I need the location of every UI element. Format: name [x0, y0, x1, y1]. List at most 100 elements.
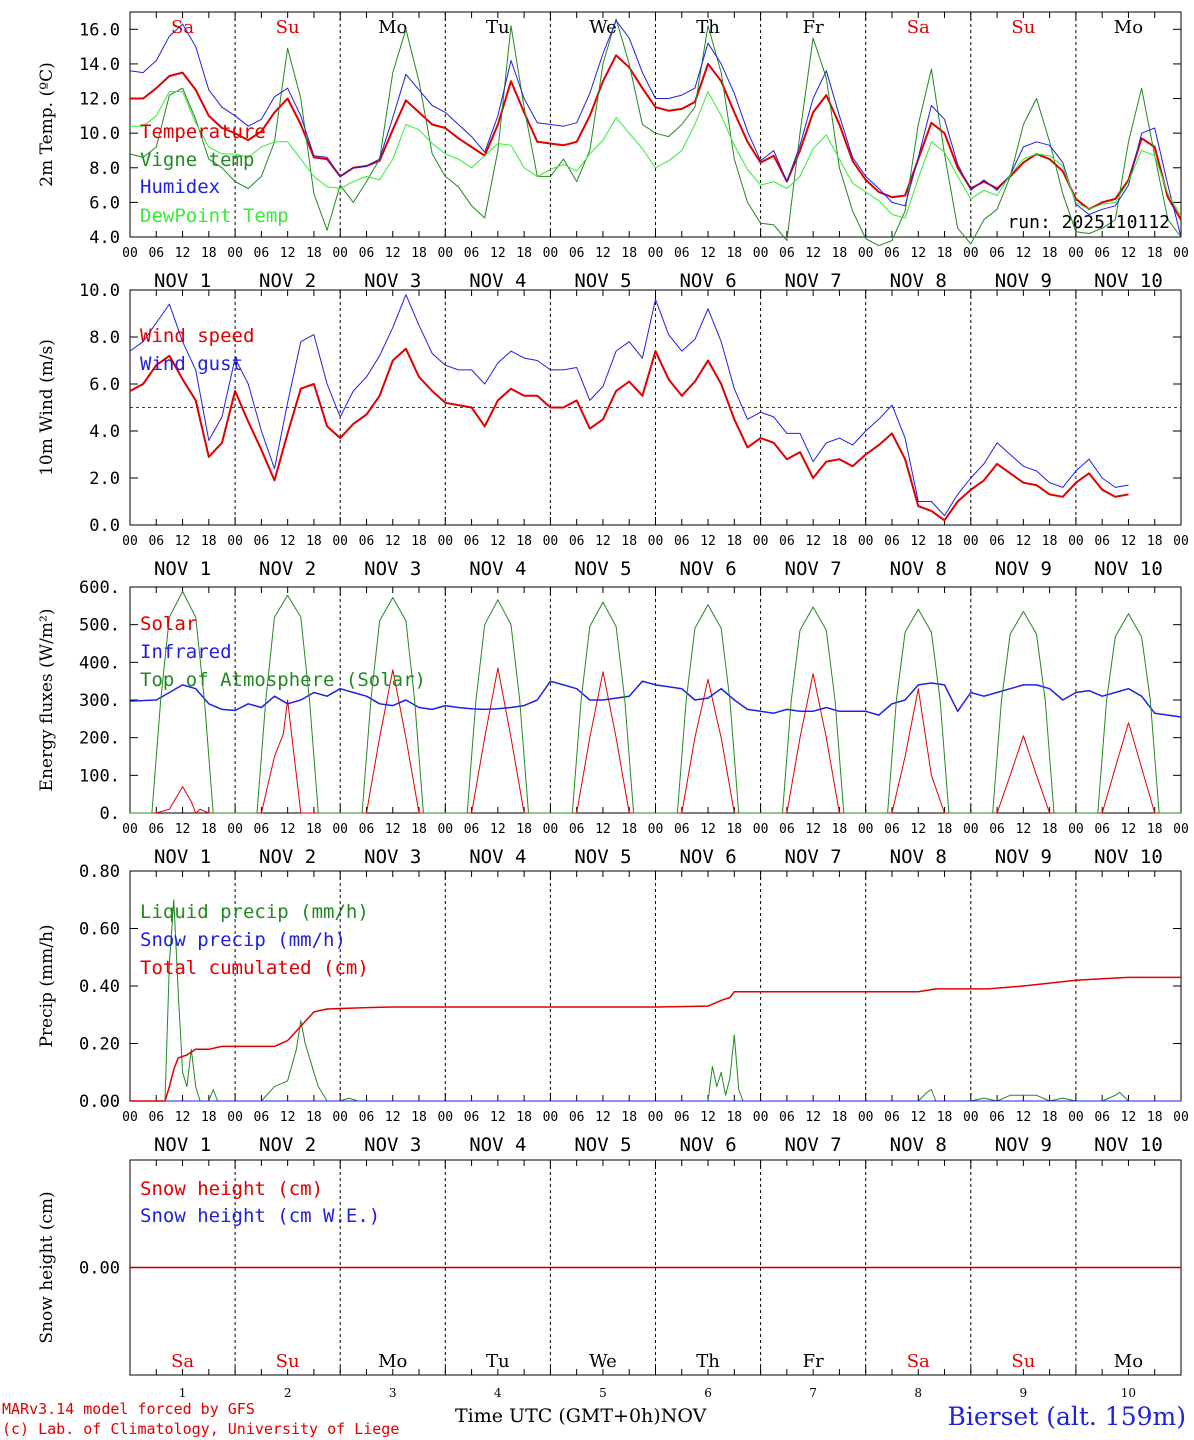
precip-hour-label: 00: [1173, 1110, 1189, 1125]
time-axis-month: NOV: [660, 1405, 707, 1427]
wind-day-label: NOV 9: [995, 558, 1052, 580]
wind-legend-entry: Wind gust: [140, 353, 243, 375]
energy-day-label: NOV 7: [785, 846, 842, 868]
precip-hour-label: 00: [963, 1110, 979, 1125]
wind-day-label: NOV 6: [679, 558, 736, 580]
wind-hour-label: 12: [280, 534, 296, 549]
energy-hour-label: 00: [753, 822, 769, 837]
precip-hour-label: 18: [726, 1110, 742, 1125]
temperature-weekday-label: Mo: [378, 17, 407, 38]
temperature-day-label: NOV 8: [890, 270, 947, 292]
temperature-y-tick-label: 16.0: [79, 20, 120, 40]
precip-legend-entry: Liquid precip (mm/h): [140, 901, 369, 923]
station-name: Bierset (alt. 159m): [947, 1402, 1186, 1431]
wind-hour-label: 00: [543, 534, 559, 549]
precip-y-tick-label: 0.80: [79, 862, 120, 882]
precip-series-total-cumulated-cm: [130, 976, 1181, 1102]
precip-hour-label: 18: [411, 1110, 427, 1125]
wind-hour-label: 00: [753, 534, 769, 549]
wind-hour-label: 18: [1147, 534, 1163, 549]
energy-hour-label: 00: [1173, 822, 1189, 837]
temperature-day-label: NOV 7: [785, 270, 842, 292]
snow-weekday-label: Mo: [1114, 1351, 1143, 1372]
temperature-weekday-label: We: [589, 17, 617, 38]
energy-series-top-of-atmosphere-solar: [130, 591, 1181, 814]
wind-day-label: NOV 1: [154, 558, 211, 580]
temperature-hour-label: 00: [332, 246, 348, 261]
snow-weekday-label: Su: [276, 1351, 300, 1372]
snow-weekday-label: Fr: [803, 1351, 824, 1372]
precip-hour-label: 18: [832, 1110, 848, 1125]
precip-day-label: NOV 6: [679, 1134, 736, 1156]
energy-hour-label: 12: [700, 822, 716, 837]
precip-hour-label: 18: [937, 1110, 953, 1125]
energy-hour-label: 00: [543, 822, 559, 837]
wind-hour-label: 12: [1121, 534, 1137, 549]
energy-hour-label: 06: [1094, 822, 1110, 837]
energy-hour-label: 18: [516, 822, 532, 837]
temperature-hour-label: 00: [543, 246, 559, 261]
wind-hour-label: 00: [963, 534, 979, 549]
precip-hour-label: 12: [805, 1110, 821, 1125]
energy-y-tick-label: 300.: [79, 691, 120, 711]
temperature-y-tick-label: 10.0: [79, 124, 120, 144]
energy-hour-label: 18: [201, 822, 217, 837]
wind-hour-label: 06: [1094, 534, 1110, 549]
precip-hour-label: 12: [280, 1110, 296, 1125]
wind-hour-label: 12: [595, 534, 611, 549]
energy-legend-entry: Infrared: [140, 641, 232, 663]
energy-day-label: NOV 2: [259, 846, 316, 868]
wind-y-tick-label: 0.0: [89, 516, 120, 536]
energy-hour-label: 00: [858, 822, 874, 837]
precip-hour-label: 06: [884, 1110, 900, 1125]
wind-day-label: NOV 2: [259, 558, 316, 580]
temperature-hour-label: 00: [1173, 246, 1189, 261]
time-axis-title: Time UTC (GMT+0h)NOV: [455, 1405, 706, 1427]
precip-y-axis-title: Precip (mm/h): [37, 924, 57, 1047]
wind-series-wind-gust: [129, 294, 1129, 517]
snow-legend-entry: Snow height (cm W.E.): [140, 1205, 380, 1227]
temperature-weekday-label: Mo: [1114, 17, 1143, 38]
temperature-legend-entry: Vigne temp: [140, 149, 254, 171]
temperature-day-label: NOV 5: [574, 270, 631, 292]
precip-hour-label: 12: [385, 1110, 401, 1125]
wind-day-label: NOV 10: [1094, 558, 1163, 580]
precip-hour-label: 00: [543, 1110, 559, 1125]
temperature-y-tick-label: 12.0: [79, 90, 120, 110]
temperature-hour-label: 12: [595, 246, 611, 261]
precip-hour-label: 00: [858, 1110, 874, 1125]
credit-info: (c) Lab. of Climatology, University of L…: [2, 1420, 400, 1438]
wind-hour-label: 12: [385, 534, 401, 549]
temperature-hour-label: 12: [280, 246, 296, 261]
precip-hour-label: 12: [490, 1110, 506, 1125]
temperature-series-dewpoint-temp: [130, 91, 1182, 219]
temperature-weekday-label: Tu: [486, 17, 510, 38]
wind-hour-label: 06: [674, 534, 690, 549]
wind-hour-label: 18: [306, 534, 322, 549]
temperature-hour-label: 00: [753, 246, 769, 261]
precip-day-label: NOV 2: [259, 1134, 316, 1156]
temperature-hour-label: 06: [884, 246, 900, 261]
wind-hour-label: 00: [227, 534, 243, 549]
energy-y-tick-label: 400.: [79, 653, 120, 673]
temperature-day-label: NOV 1: [154, 270, 211, 292]
energy-day-label: NOV 5: [574, 846, 631, 868]
energy-hour-label: 18: [937, 822, 953, 837]
energy-hour-label: 06: [674, 822, 690, 837]
energy-hour-label: 12: [1121, 822, 1137, 837]
wind-hour-label: 12: [700, 534, 716, 549]
precip-hour-label: 00: [648, 1110, 664, 1125]
energy-hour-label: 12: [280, 822, 296, 837]
wind-hour-label: 18: [621, 534, 637, 549]
energy-legend-entry: Top of Atmosphere (Solar): [140, 669, 426, 691]
precip-hour-label: 00: [122, 1110, 138, 1125]
wind-y-tick-label: 4.0: [89, 422, 120, 442]
temperature-hour-label: 06: [674, 246, 690, 261]
temperature-weekday-label: Sa: [171, 17, 194, 38]
temperature-legend-entry: Temperature: [140, 121, 266, 143]
energy-hour-label: 06: [148, 822, 164, 837]
bottom-day-number: 9: [1020, 1386, 1028, 1400]
wind-hour-label: 12: [1016, 534, 1032, 549]
energy-hour-label: 12: [490, 822, 506, 837]
wind-day-label: NOV 4: [469, 558, 526, 580]
